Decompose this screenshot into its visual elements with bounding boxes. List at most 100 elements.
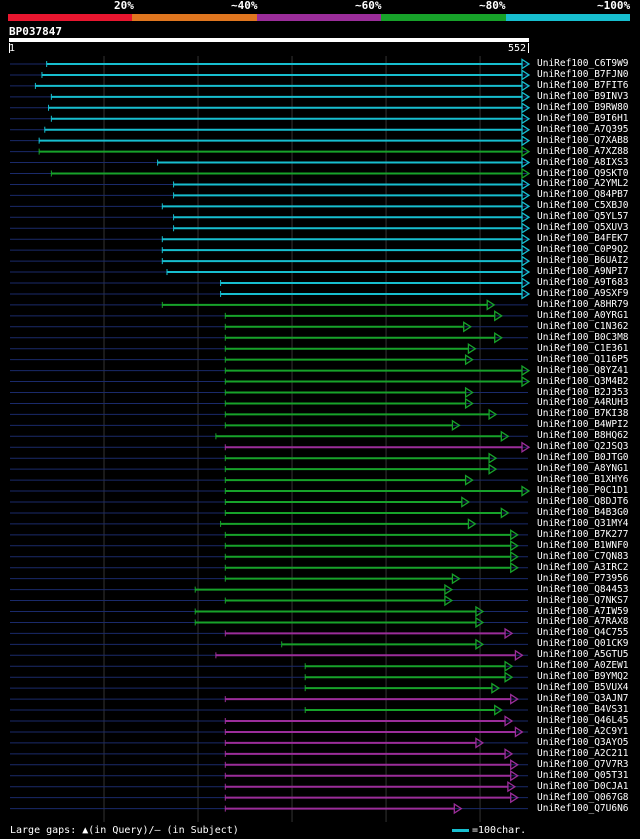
hit-label[interactable]: UniRef100_B0JTG0 [537,452,629,464]
legend-segment-2 [132,14,257,21]
hit-label[interactable]: UniRef100_C0P9Q2 [537,244,629,256]
hit-label[interactable]: UniRef100_A8HR79 [537,298,629,310]
hit-end-arrow [521,80,531,92]
hit-label[interactable]: UniRef100_A7RAX8 [537,616,629,628]
hit-label[interactable]: UniRef100_B9RW80 [537,101,629,113]
hit-label[interactable]: UniRef100_C1E361 [537,342,629,354]
hit-end-arrow [521,134,531,147]
hit-label[interactable]: UniRef100_Q116P5 [537,353,629,365]
hit-end-arrow [504,748,514,760]
scale-text: =100char. [472,825,527,836]
hit-end-arrow [467,518,477,530]
hit-label[interactable]: UniRef100_B1WNF0 [537,539,629,551]
hit-label[interactable]: UniRef100_B9INV3 [537,90,629,102]
hit-label[interactable]: UniRef100_P0C1D1 [537,485,629,497]
hit-label[interactable]: UniRef100_A9T683 [537,277,629,288]
hit-label[interactable]: UniRef100_Q7XAB8 [537,134,629,146]
hit-label[interactable]: UniRef100_D0CJA1 [537,780,629,792]
hit-label[interactable]: UniRef100_A0YRG1 [537,309,629,321]
query-tick-end [528,43,529,53]
hit-label[interactable]: UniRef100_B4B3G0 [537,506,629,518]
hit-label[interactable]: UniRef100_B4FEK7 [537,233,629,245]
hit-label[interactable]: UniRef100_A8IXS3 [537,156,629,168]
hit-end-arrow [500,507,510,519]
hit-end-arrow [504,627,514,640]
hit-label[interactable]: UniRef100_Q7U6N6 [537,802,629,814]
hit-label[interactable]: UniRef100_Q84453 [537,583,629,595]
hit-end-arrow [521,156,531,169]
hit-label[interactable]: UniRef100_A7IW59 [537,605,629,617]
hit-label[interactable]: UniRef100_B1XHY6 [537,474,629,486]
hit-end-arrow [521,145,531,158]
legend-label-1: 20% [114,0,134,12]
hit-label[interactable]: UniRef100_C1N362 [537,320,629,332]
hit-label[interactable]: UniRef100_Q3AJN7 [537,693,629,705]
hit-end-arrow [521,375,531,388]
hit-label[interactable]: UniRef100_B9I6H1 [537,112,629,124]
hit-label[interactable]: UniRef100_Q84PB7 [537,189,629,201]
hit-label[interactable]: UniRef100_B4VS31 [537,704,629,716]
hit-label[interactable]: UniRef100_A2YML2 [537,178,629,190]
hit-label[interactable]: UniRef100_A2C9Y1 [537,725,629,737]
hit-label[interactable]: UniRef100_A8YNG1 [537,463,629,475]
hit-label[interactable]: UniRef100_A7XZ88 [537,145,629,157]
hit-label[interactable]: UniRef100_C7QN83 [537,550,629,562]
hit-label[interactable]: UniRef100_B5VUX4 [537,682,629,694]
hit-label[interactable]: UniRef100_Q4C755 [537,627,629,639]
hit-label[interactable]: UniRef100_B2J353 [537,386,629,398]
query-bar [9,38,529,42]
hit-label[interactable]: UniRef100_P73956 [537,572,629,584]
hit-label[interactable]: UniRef100_Q8YZ41 [537,364,629,376]
hit-label[interactable]: UniRef100_Q3M4B2 [537,375,629,387]
hit-label[interactable]: UniRef100_A0ZEW1 [537,660,629,672]
hit-label[interactable]: UniRef100_B6UAI2 [537,255,629,267]
hit-label[interactable]: UniRef100_A9SXF9 [537,287,629,299]
hit-label[interactable]: UniRef100_Q7NKS7 [537,594,629,606]
hit-label[interactable]: UniRef100_Q9SKT0 [537,167,629,179]
hit-end-arrow [463,321,472,333]
hit-end-arrow [510,759,519,771]
hit-label[interactable]: UniRef100_Q8DJT6 [537,496,629,507]
hit-end-arrow [444,583,454,596]
hit-end-arrow [486,299,496,311]
hit-label[interactable]: UniRef100_Q46L45 [537,715,629,726]
hit-label[interactable]: UniRef100_Q5YL57 [537,211,629,223]
hit-label[interactable]: UniRef100_C5XBJ0 [537,200,629,212]
hit-label[interactable]: UniRef100_B9YMQ2 [537,671,629,683]
hit-label[interactable]: UniRef100_A5GTU5 [537,649,629,661]
hit-label[interactable]: UniRef100_A2C211 [537,747,629,759]
hit-label[interactable]: UniRef100_Q05T31 [537,769,629,781]
hit-label[interactable]: UniRef100_B7K277 [537,528,629,540]
hit-end-arrow [475,605,485,618]
hit-end-arrow [521,441,531,453]
hit-end-arrow [461,496,471,508]
hit-label[interactable]: UniRef100_Q7V7R3 [537,758,629,770]
hit-label[interactable]: UniRef100_A3IRC2 [537,561,629,573]
hit-label[interactable]: UniRef100_B8HQ62 [537,430,629,442]
hit-label[interactable]: UniRef100_A9NPI7 [537,266,629,278]
hit-label[interactable]: UniRef100_Q2JSQ3 [537,441,629,453]
hit-label[interactable]: UniRef100_Q5XUV3 [537,222,629,234]
hit-label[interactable]: UniRef100_Q01CK9 [537,638,629,650]
hit-end-arrow [514,649,524,661]
hit-label[interactable]: UniRef100_B0C3M8 [537,331,629,343]
hit-label[interactable]: UniRef100_Q3AYO5 [537,736,629,748]
legend-label-2: ~40% [231,0,258,12]
hit-end-arrow [464,353,474,366]
hit-label[interactable]: UniRef100_Q067G8 [537,791,629,803]
hit-label[interactable]: UniRef100_B4WPI2 [537,419,629,431]
hit-label[interactable]: UniRef100_B7FIT6 [537,79,629,91]
hit-label[interactable]: UniRef100_A4RUH3 [537,397,629,409]
footer-gap-legend: Large gaps: ▲(in Query)/– (in Subject) [10,825,239,836]
hit-end-arrow [494,704,503,716]
hit-label[interactable]: UniRef100_B7KI38 [537,408,629,420]
hit-label[interactable]: UniRef100_A7Q395 [537,123,629,135]
hit-label[interactable]: UniRef100_B7FJN0 [537,68,629,80]
hit-end-arrow [521,255,531,267]
hit-end-arrow [521,266,531,278]
hit-end-arrow [521,178,531,191]
hit-end-arrow [521,58,531,70]
hit-label[interactable]: UniRef100_C6T9W9 [537,58,629,69]
hit-label[interactable]: UniRef100_Q31MY4 [537,517,629,529]
